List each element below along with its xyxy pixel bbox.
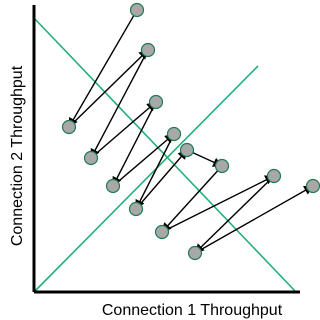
operating-point: [266, 168, 282, 184]
operating-point: [83, 150, 99, 166]
trajectory-arrow: [135, 149, 188, 210]
trajectory-arrow: [194, 175, 275, 254]
trajectory-arrows: [68, 9, 314, 254]
operating-point: [305, 178, 320, 194]
operating-point: [214, 158, 230, 174]
operating-point: [140, 42, 156, 58]
operating-point: [179, 142, 195, 158]
trajectory-arrow: [112, 101, 157, 187]
trajectory-arrow: [112, 133, 175, 187]
efficiency-line: [33, 17, 297, 293]
operating-point: [61, 119, 77, 135]
trajectory-arrow: [161, 175, 275, 233]
operating-point: [187, 245, 203, 261]
x-axis-label: Connection 1 Throughput: [102, 302, 283, 319]
operating-point: [105, 178, 121, 194]
trajectory-arrow: [68, 49, 149, 128]
trajectory-arrow: [161, 165, 223, 233]
trajectory-arrow: [90, 49, 149, 159]
operating-point: [166, 126, 182, 142]
trajectory-arrow: [90, 101, 157, 159]
operating-point: [129, 2, 145, 18]
operating-point: [128, 201, 144, 217]
fairness-line: [33, 65, 259, 293]
trajectory-arrow: [135, 133, 175, 210]
trajectory-arrow: [68, 9, 138, 128]
operating-point: [154, 224, 170, 240]
trajectory-arrow: [194, 185, 314, 254]
operating-point: [148, 94, 164, 110]
operating-points: [61, 2, 320, 261]
y-axis-label: Connection 2 Throughput: [9, 65, 26, 246]
